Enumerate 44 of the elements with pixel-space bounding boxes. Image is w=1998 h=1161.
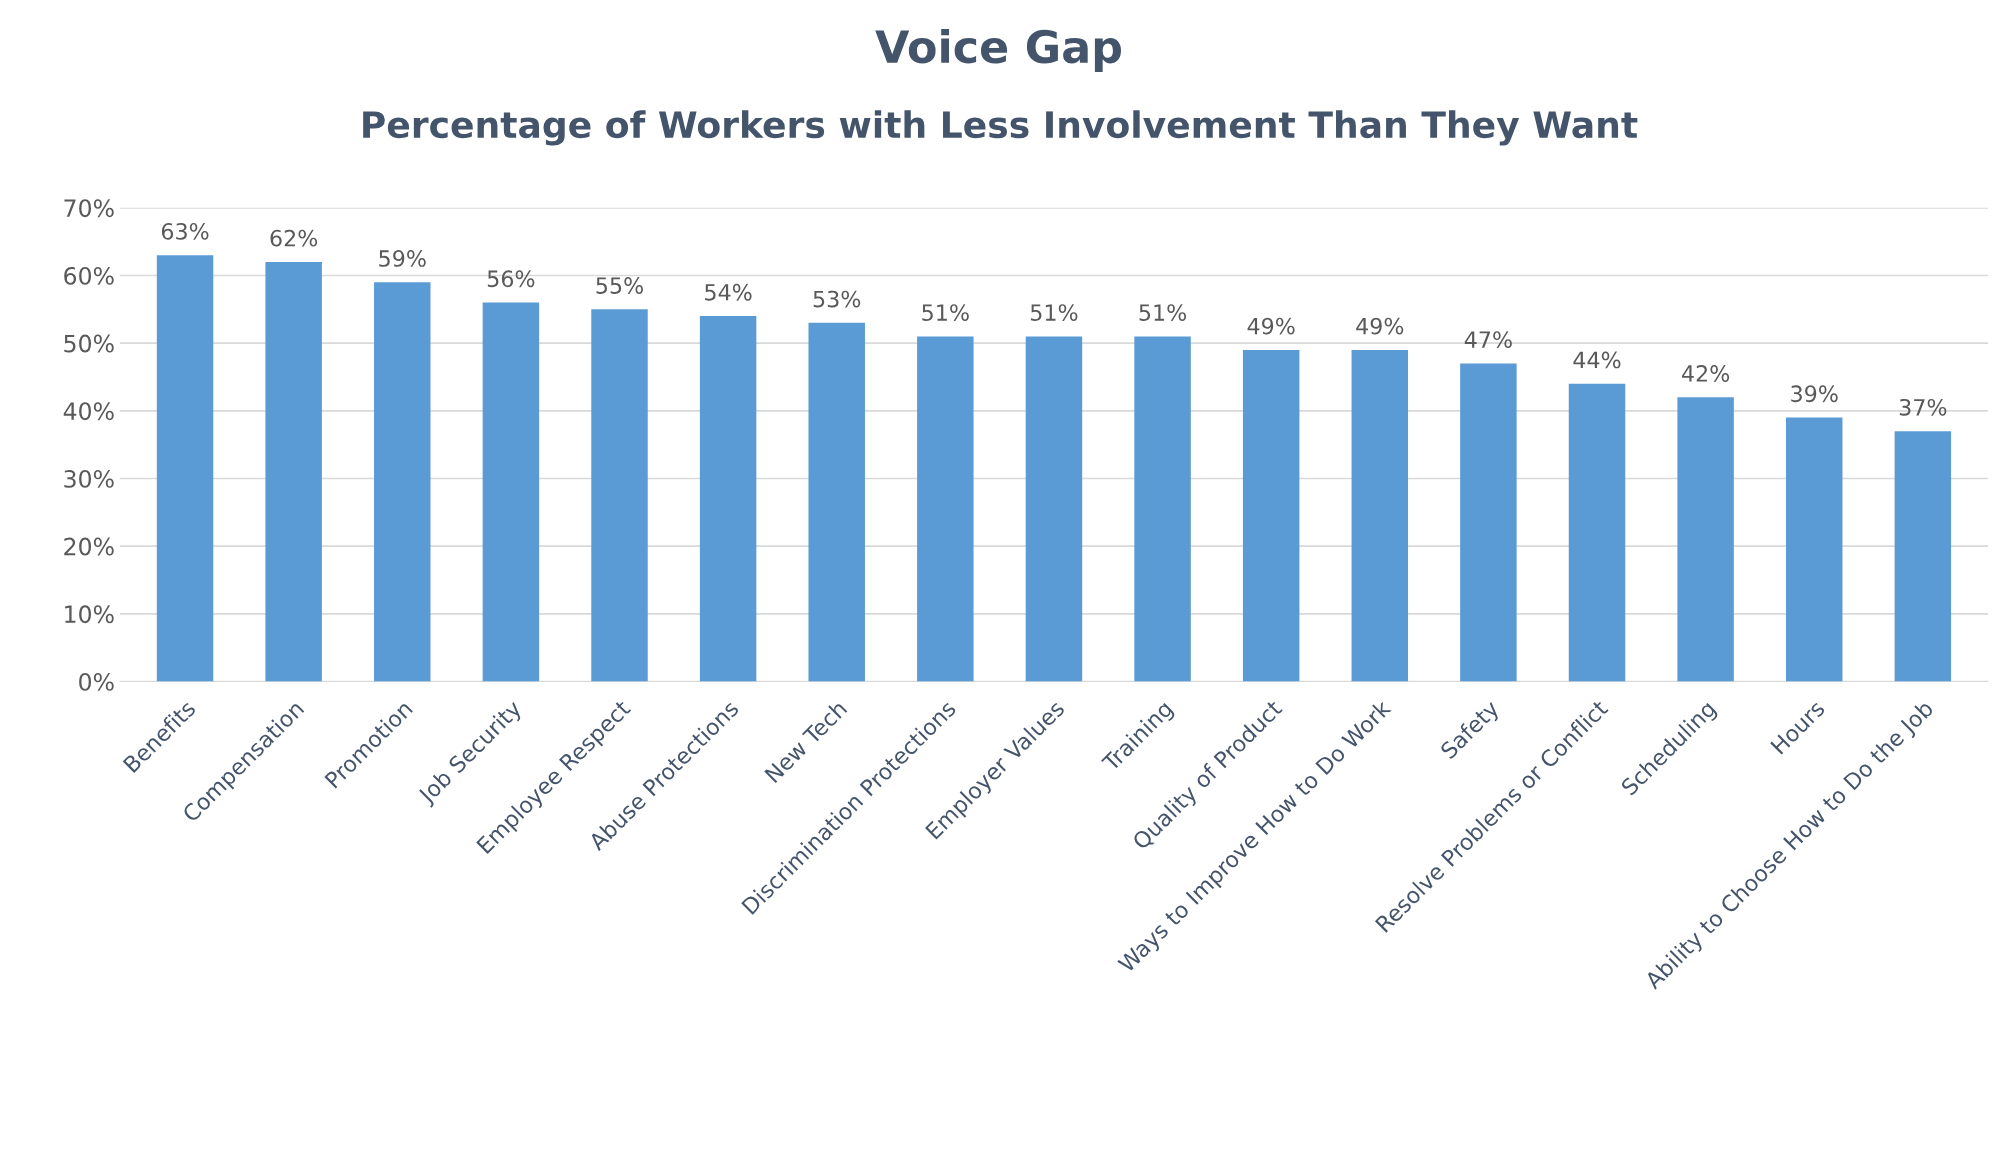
data-label: 51%	[1030, 304, 1078, 321]
data-label: 55%	[596, 277, 643, 294]
y-tick-label: 50%	[64, 334, 114, 353]
bar	[1134, 336, 1191, 682]
data-label: 44%	[1573, 351, 1621, 369]
data-label: 37%	[1899, 398, 1947, 416]
y-tick-label: 30%	[64, 469, 114, 488]
data-label: 59%	[379, 250, 426, 267]
bar	[808, 322, 865, 682]
data-label: 62%	[270, 229, 318, 247]
bar	[1351, 349, 1409, 682]
data-label: 63%	[161, 222, 209, 240]
bar	[482, 302, 540, 682]
chart-title: Voice Gap	[875, 29, 1121, 73]
bar	[591, 309, 648, 682]
data-label: 53%	[813, 290, 861, 308]
bar	[1242, 349, 1300, 682]
y-tick-label: 40%	[63, 402, 114, 421]
y-tick-label: 70%	[64, 199, 114, 218]
bar	[699, 316, 757, 682]
data-label: 51%	[922, 304, 969, 321]
bar	[917, 336, 974, 682]
bar	[1460, 363, 1517, 682]
data-label: 49%	[1356, 317, 1404, 335]
data-label: 49%	[1247, 317, 1295, 335]
data-label: 51%	[1139, 304, 1187, 321]
y-tick-label: 20%	[64, 537, 114, 556]
bar	[1677, 397, 1734, 682]
bar	[1025, 336, 1083, 682]
bar	[374, 282, 431, 682]
bar	[265, 261, 322, 682]
bar	[1894, 431, 1952, 682]
data-label: 42%	[1682, 365, 1730, 382]
y-tick-label: 60%	[64, 266, 114, 285]
bar	[1568, 383, 1626, 682]
bar	[156, 255, 214, 682]
y-tick-label: 0%	[79, 672, 114, 691]
y-tick-label: 10%	[65, 605, 114, 624]
data-label: 56%	[487, 270, 535, 288]
data-label: 47%	[1464, 331, 1512, 349]
data-label: 39%	[1791, 385, 1838, 403]
data-label: 54%	[705, 283, 752, 301]
chart-subtitle: Percentage of Workers with Less Involvement Than They Want	[363, 110, 1638, 146]
bar	[1785, 417, 1843, 682]
